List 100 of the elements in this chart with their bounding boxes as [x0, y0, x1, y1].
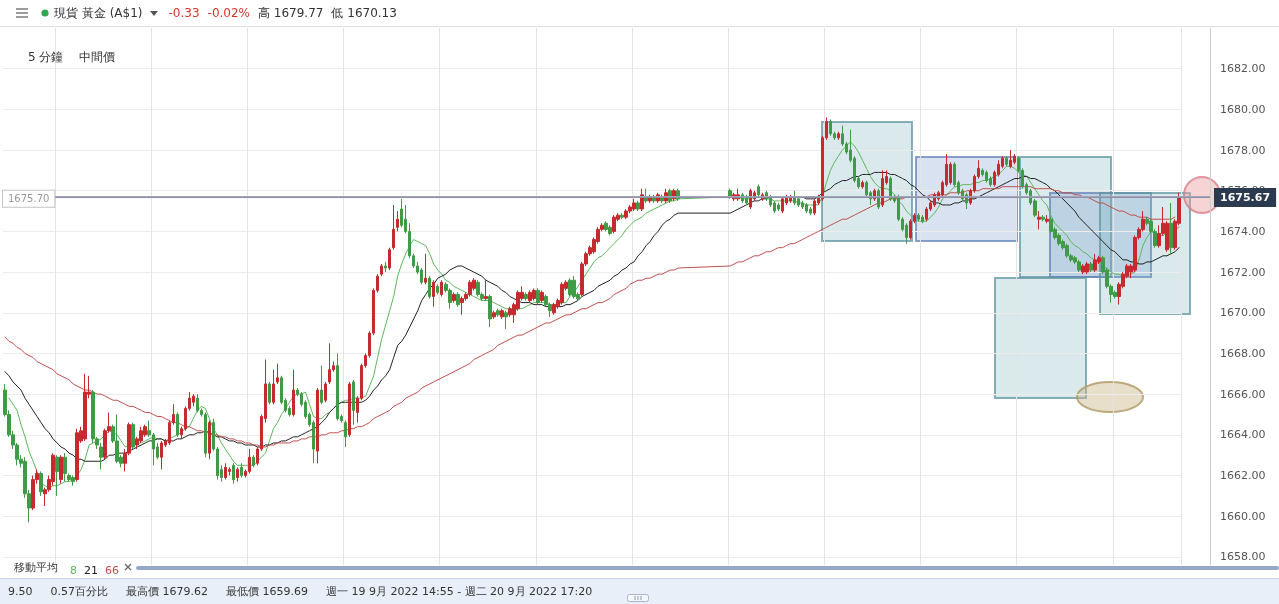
text: 週一 19 9月 2022 14:55 - 週二 20 9月 2022 17:20: [325, 584, 593, 599]
candlestick: [476, 279, 480, 297]
candlestick: [228, 466, 231, 476]
text: -0.33: [168, 6, 200, 20]
y-tick-label: 1674.00: [1220, 224, 1266, 238]
candlestick: [620, 212, 624, 220]
candlestick: [636, 200, 640, 212]
y-tick-label: 1678.00: [1220, 143, 1266, 157]
candlestick: [484, 279, 488, 302]
candlestick: [889, 175, 892, 202]
candlestick: [829, 119, 832, 137]
candlestick: [352, 379, 355, 426]
candlestick: [488, 293, 492, 328]
text: 66: [105, 564, 119, 577]
candlestick: [63, 452, 67, 483]
annotation: 中間價: [79, 49, 116, 66]
text: 低 1670.13: [331, 4, 397, 22]
candlestick: [572, 275, 576, 300]
candlestick: [632, 198, 636, 212]
candlestick: [1065, 243, 1069, 259]
candlestick: [881, 169, 884, 208]
y-tick-label: 1664.00: [1220, 428, 1266, 442]
candlestick: [500, 308, 504, 320]
candlestick: [528, 289, 532, 304]
candlestick: [504, 310, 508, 330]
candlestick: [1009, 149, 1012, 169]
candlestick: [624, 208, 628, 220]
candlestick: [1169, 202, 1173, 255]
candlestick: [59, 454, 63, 485]
text: 最低價 1659.69: [225, 584, 308, 599]
annotation: 5 分鐘: [28, 49, 64, 66]
candlestick: [396, 210, 399, 232]
y-tick-label: 1658.00: [1220, 550, 1266, 564]
candlestick: [336, 352, 339, 422]
candlestick: [805, 202, 808, 214]
candlestick: [1081, 263, 1085, 275]
candlestick: [131, 422, 135, 450]
candlestick: [248, 448, 251, 474]
candlestick: [1037, 210, 1041, 230]
y-tick-label: 1680.00: [1220, 102, 1266, 116]
candlestick: [268, 381, 271, 405]
candlestick: [272, 369, 275, 405]
candlestick: [568, 277, 572, 297]
candlestick: [344, 420, 347, 448]
candlestick: [540, 289, 544, 304]
candlestick: [1041, 214, 1045, 222]
candlestick: [160, 440, 163, 470]
candlestick: [240, 462, 243, 479]
candlestick: [71, 475, 75, 487]
candlestick: [985, 169, 988, 184]
candlestick: [192, 393, 195, 407]
candlestick: [917, 212, 920, 222]
text: 9.50: [8, 585, 33, 598]
candlestick: [793, 190, 796, 206]
candlestick: [468, 279, 472, 297]
candlestick: [552, 302, 556, 316]
y-tick-label: 1682.00: [1220, 62, 1266, 76]
candlestick: [176, 411, 179, 438]
candlestick: [921, 214, 924, 224]
candlestick: [75, 428, 79, 483]
candlestick: [496, 308, 500, 318]
candlestick: [348, 381, 351, 438]
candlestick: [232, 462, 235, 485]
candlestick: [204, 411, 207, 458]
candlestick: [801, 200, 804, 210]
candlestick: [560, 281, 564, 306]
candlestick: [196, 393, 199, 413]
candlestick: [781, 196, 784, 214]
candlestick: [1013, 153, 1016, 165]
legend-title: 移動平均: [14, 560, 58, 575]
candlestick: [608, 224, 612, 236]
candlestick: [316, 387, 319, 464]
candlestick: [809, 206, 812, 216]
candlestick: [1089, 261, 1093, 273]
y-tick-label: 1666.00: [1220, 387, 1266, 401]
candlestick: [320, 365, 323, 405]
candlestick: [440, 279, 443, 297]
candlestick: [532, 287, 536, 302]
candlestick: [861, 180, 864, 190]
candlestick: [292, 369, 295, 418]
candlestick: [380, 263, 383, 277]
y-tick-label: 1660.00: [1220, 509, 1266, 523]
text: 8: [70, 564, 77, 577]
candlestick: [492, 310, 496, 320]
candlestick: [612, 214, 616, 234]
candlestick: [536, 287, 540, 306]
candlestick: [115, 413, 119, 464]
candlestick: [1045, 214, 1049, 224]
text: 最高價 1679.62: [126, 584, 208, 599]
candlestick: [604, 220, 608, 232]
y-tick-label: 1662.00: [1220, 469, 1266, 482]
candlestick: [208, 420, 211, 460]
text: 高 1679.77: [258, 4, 324, 22]
candlestick: [252, 454, 255, 468]
candlestick: [1005, 155, 1008, 167]
candlestick: [388, 247, 391, 271]
candlestick: [777, 202, 780, 212]
candlestick: [328, 342, 331, 385]
candlestick: [456, 291, 460, 308]
ref-line-label: 1675.67: [1220, 190, 1271, 204]
